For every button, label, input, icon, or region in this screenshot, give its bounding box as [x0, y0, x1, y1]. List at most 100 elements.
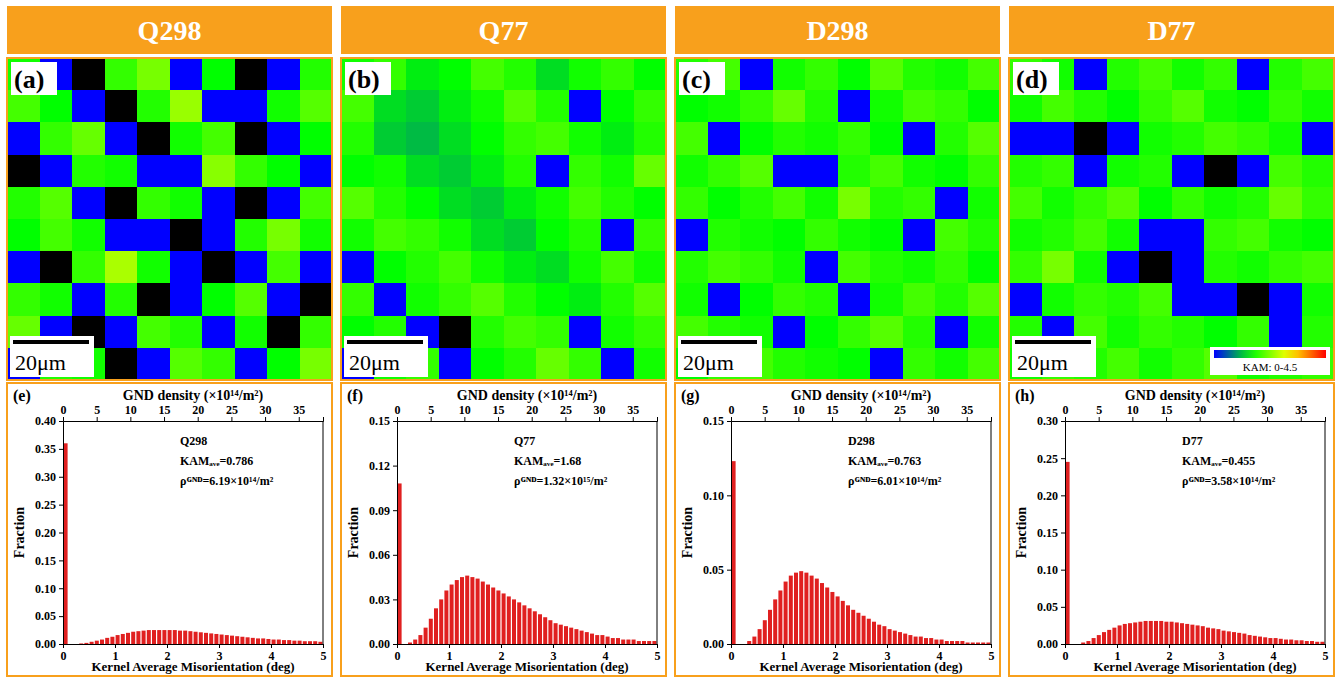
bar [862, 616, 866, 644]
tick-mark [939, 644, 940, 648]
kam-cell [439, 316, 472, 349]
bar [600, 635, 604, 644]
map-frame [1009, 58, 1334, 380]
annotations: D77KAMₐᵥₑ=0.455ρᴳᴺᴰ=3.58×10¹⁴/m² [1182, 434, 1276, 488]
tick: 5 [1096, 403, 1102, 421]
kam-cell [935, 251, 968, 284]
kam-cell [968, 219, 1001, 252]
bar [830, 592, 834, 644]
kam-cell [634, 90, 667, 123]
tick: 5 [762, 403, 768, 421]
annotations: D298KAMₐᵥₑ=0.763ρᴳᴺᴰ=6.01×10¹⁴/m² [848, 434, 942, 488]
kam-cell [536, 90, 569, 123]
plot-frame-right [657, 421, 658, 644]
bar [882, 626, 886, 644]
tick: 30 [594, 403, 606, 421]
kam-cell [341, 187, 374, 220]
kam-cell [137, 348, 170, 380]
kam-cell [740, 251, 773, 284]
tick-mark [393, 421, 397, 422]
panel-label-group: (d) [1013, 62, 1059, 95]
bar [298, 641, 302, 644]
kam-cell [1074, 90, 1107, 123]
tick: 15 [827, 403, 839, 421]
kam-cell [1269, 187, 1302, 220]
kam-cell [170, 251, 203, 284]
axis: 0.000.050.100.150.200.250.300.350.40 [35, 414, 64, 651]
kam-cell [406, 219, 439, 252]
kam-cell [40, 283, 73, 316]
tick-mark [63, 417, 64, 421]
kam-cell [968, 316, 1001, 349]
kam-cell [471, 187, 504, 220]
bar [1118, 625, 1122, 644]
tick-mark [783, 644, 784, 648]
kam-cell [40, 155, 73, 188]
kam-cell [870, 122, 903, 155]
bar [194, 632, 198, 644]
bar [758, 629, 762, 644]
panel-label: (d) [1016, 65, 1048, 94]
kam-cell [1237, 58, 1270, 91]
kam-cell [1107, 155, 1140, 188]
tick-mark [605, 644, 606, 648]
kam-cell [708, 219, 741, 252]
tick-mark [599, 417, 600, 421]
bar [282, 640, 286, 644]
tick: 0.00 [1037, 637, 1065, 651]
kam-cell [341, 90, 374, 123]
bar [784, 582, 788, 644]
kam-cell [1269, 155, 1302, 188]
bar [1315, 642, 1319, 644]
kam-cell [1237, 155, 1270, 188]
kam-cell [1269, 122, 1302, 155]
bar [976, 643, 980, 644]
tick-label: 0.00 [1037, 637, 1058, 651]
kam-cell [471, 283, 504, 316]
tick: 0.40 [35, 414, 63, 428]
kam-cell [805, 251, 838, 284]
kam-cell [968, 283, 1001, 316]
kam-cell [1107, 348, 1140, 380]
tick: 10 [125, 403, 137, 421]
kam-cell [708, 155, 741, 188]
kam-cell [1269, 316, 1302, 349]
kam-map [341, 58, 666, 380]
tick-mark [532, 417, 533, 421]
kam-cell [1074, 58, 1107, 91]
kam-cell [870, 251, 903, 284]
tick-label: 30 [1262, 403, 1274, 417]
tick-mark [59, 533, 63, 534]
kam-cell [1139, 219, 1172, 252]
axis: 0.000.050.100.15 [703, 414, 732, 651]
bar [1196, 625, 1200, 644]
kam-cell [374, 283, 407, 316]
bar [543, 617, 547, 644]
tick-label: 25 [226, 403, 238, 417]
panel-label-group: (a) [11, 62, 57, 95]
kam-cell [1139, 58, 1172, 91]
bar [794, 573, 798, 644]
tick-label: 0.12 [369, 459, 390, 473]
tick-label: 0.00 [35, 637, 56, 651]
bar [486, 585, 490, 644]
annotation: Q77 [514, 434, 535, 448]
bar [580, 631, 584, 644]
tick-label: 30 [594, 403, 606, 417]
kam-cell [471, 122, 504, 155]
bar [318, 642, 322, 644]
kam-cell [870, 316, 903, 349]
scale-bar-line [13, 340, 89, 344]
kam-cell [903, 58, 936, 91]
y-axis-title: Fraction [680, 507, 695, 559]
kam-cell [569, 58, 602, 91]
tick-label: 30 [260, 403, 272, 417]
bar [778, 590, 782, 644]
tick-mark [464, 417, 465, 421]
tick-mark [1169, 644, 1170, 648]
kam-cell [634, 58, 667, 91]
bar [898, 632, 902, 644]
kam-cell [536, 155, 569, 188]
kam-cell [105, 219, 138, 252]
bar [815, 579, 819, 644]
